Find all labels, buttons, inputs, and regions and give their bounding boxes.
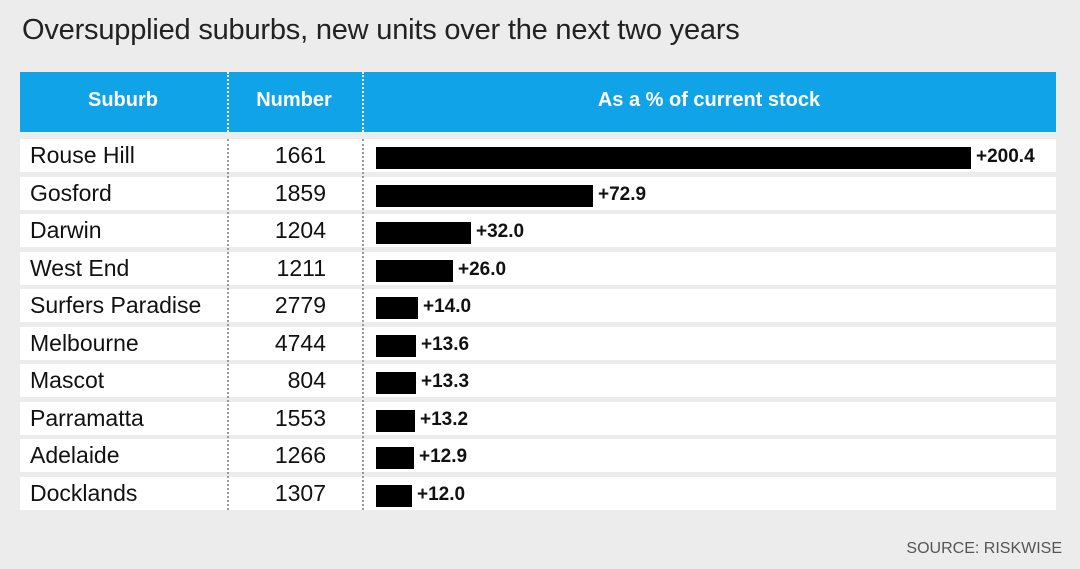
suburb-label: Mascot [30,367,105,393]
table-row: West End 1211 +26.0 [20,251,1056,285]
bar-value-label: +72.9 [598,183,647,205]
bar [376,372,416,394]
column-divider [227,139,229,510]
table-row: Docklands 1307 +12.0 [20,476,1056,510]
number-value: 1204 [274,217,326,243]
number-value: 2779 [274,292,326,318]
bar-value-label: +13.6 [421,333,470,355]
bar [376,334,416,357]
suburb-label: Darwin [30,217,102,243]
bar [376,297,418,319]
bar-value-label: +200.4 [976,146,1035,167]
bar [376,259,453,282]
number-value: 1211 [276,254,326,281]
bar-value-label: +12.0 [417,483,466,505]
bar [376,447,414,469]
header-suburb: Suburb [88,89,158,111]
header-percent: As a % of current stock [597,89,821,111]
suburb-label: Surfers Paradise [30,292,202,318]
table-row: Parramatta 1553 +13.2 [20,401,1056,435]
table-row: Surfers Paradise 2779 +14.0 [20,289,1056,322]
bar-value-label: +14.0 [423,296,472,317]
number-value: 1307 [274,479,326,506]
bar-value-label: +13.2 [420,408,469,430]
bar [376,222,471,244]
number-value: 1661 [274,142,326,168]
bar [376,409,415,432]
table-row: Rouse Hill 1661 +200.4 [20,139,1056,172]
bar-value-label: +12.9 [419,446,468,467]
suburb-label: West End [30,254,130,281]
suburb-label: Rouse Hill [30,142,135,168]
table-row: Mascot 804 +13.3 [20,364,1056,397]
data-table: Suburb Number As a % of current stock Ro… [20,72,1056,510]
suburb-label: Melbourne [30,329,139,356]
header-divider [362,72,364,132]
bar [376,184,593,207]
suburb-label: Gosford [30,179,112,206]
bar [376,147,971,169]
bar [376,484,412,507]
column-divider [362,139,364,510]
header-divider [227,72,229,132]
table-body: Rouse Hill 1661 +200.4 Gosford 1859 +72.9 Darw… [20,139,1056,510]
bar-value-label: +32.0 [476,221,525,242]
table-row: Darwin 1204 +32.0 [20,214,1056,247]
table-row: Melbourne 4744 +13.6 [20,326,1056,360]
number-value: 1266 [274,442,326,468]
number-value: 4744 [274,329,326,356]
table-row: Adelaide 1266 +12.9 [20,439,1056,472]
bar-value-label: +13.3 [421,371,470,392]
suburb-label: Adelaide [30,442,120,468]
chart-title: Oversupplied suburbs, new units over the… [22,14,740,46]
number-value: 804 [287,367,326,393]
suburb-label: Docklands [30,479,138,506]
number-value: 1859 [274,179,326,206]
number-value: 1553 [274,404,326,431]
source-note: SOURCE: RISKWISE [906,540,1062,557]
suburb-label: Parramatta [30,404,144,431]
table-header: Suburb Number As a % of current stock [20,72,1056,132]
header-number: Number [256,89,332,111]
bar-value-label: +26.0 [458,258,507,280]
table-row: Gosford 1859 +72.9 [20,176,1056,210]
